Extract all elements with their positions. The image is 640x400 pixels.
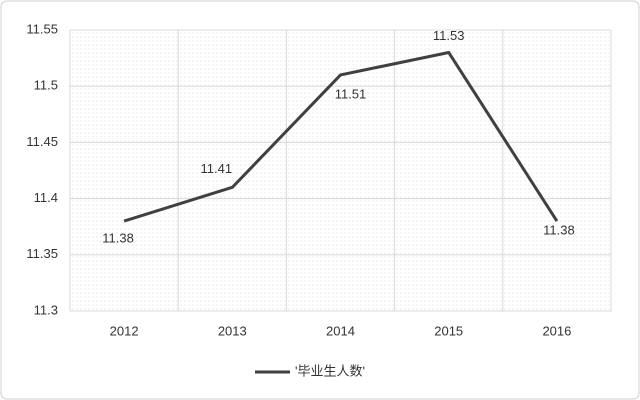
plot-area xyxy=(70,30,611,311)
x-tick-label: 2014 xyxy=(326,323,355,338)
x-tick-label: 2013 xyxy=(218,323,247,338)
y-tick-label: 11.45 xyxy=(26,134,58,149)
y-tick-label: 11.55 xyxy=(26,21,58,36)
data-label: 11.51 xyxy=(335,86,367,101)
series-line xyxy=(123,50,559,223)
legend-label: '毕业生人数' xyxy=(295,363,365,378)
x-tick-label: 2012 xyxy=(110,323,139,338)
y-tick-label: 11.3 xyxy=(34,302,58,317)
data-label: 11.53 xyxy=(433,28,465,43)
data-label: 11.38 xyxy=(102,231,134,246)
x-tick-label: 2016 xyxy=(542,323,571,338)
data-label: 11.38 xyxy=(543,223,575,238)
y-tick-label: 11.35 xyxy=(26,246,58,261)
y-tick-label: 11.5 xyxy=(34,78,58,93)
data-label: 11.41 xyxy=(201,161,233,176)
y-tick-label: 11.4 xyxy=(34,190,58,205)
x-tick-label: 2015 xyxy=(434,323,463,338)
